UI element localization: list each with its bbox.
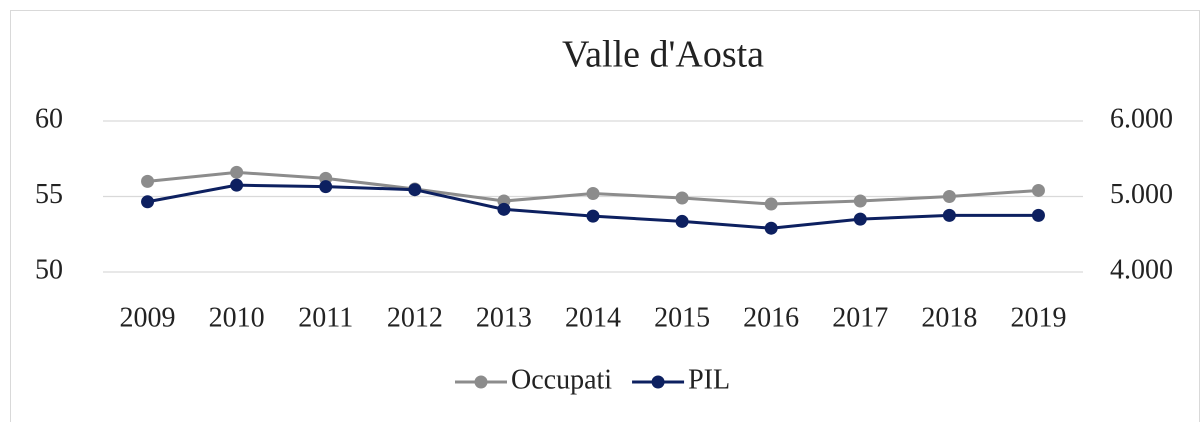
point [586,209,600,223]
point [675,214,689,228]
y-tick-label: 50 [35,254,63,285]
point [853,194,867,208]
point [141,174,155,188]
y2-tick-label: 4.000 [1110,254,1173,285]
legend-marker [474,375,488,389]
point [497,202,511,216]
x-tick-label: 2014 [565,302,621,333]
y-tick-label: 60 [35,103,63,134]
chart-title: Valle d'Aosta [562,34,764,76]
point [230,178,244,192]
x-tick-label: 2016 [743,302,799,333]
point [764,221,778,235]
x-tick-label: 2018 [921,302,977,333]
x-tick-label: 2013 [476,302,532,333]
x-tick-label: 2009 [120,302,176,333]
x-tick-label: 2017 [832,302,888,333]
legend-marker [651,375,665,389]
point [942,208,956,222]
x-tick-label: 2015 [654,302,710,333]
point [764,197,778,211]
point [586,186,600,200]
legend-label: Occupati [511,364,612,395]
point [141,195,155,209]
point [942,190,956,203]
x-tick-label: 2010 [209,302,265,333]
x-tick-label: 2011 [298,302,353,333]
y-tick-label: 55 [35,179,63,210]
y2-tick-label: 6.000 [1110,103,1173,134]
point [230,165,244,179]
y2-tick-label: 5.000 [1110,179,1173,210]
x-tick-label: 2019 [1010,302,1066,333]
point [853,212,867,226]
point [1031,208,1045,222]
legend-label: PIL [688,364,730,395]
point [675,191,689,205]
point [408,183,422,197]
point [1031,183,1045,197]
point [319,180,333,194]
x-tick-label: 2012 [387,302,443,333]
